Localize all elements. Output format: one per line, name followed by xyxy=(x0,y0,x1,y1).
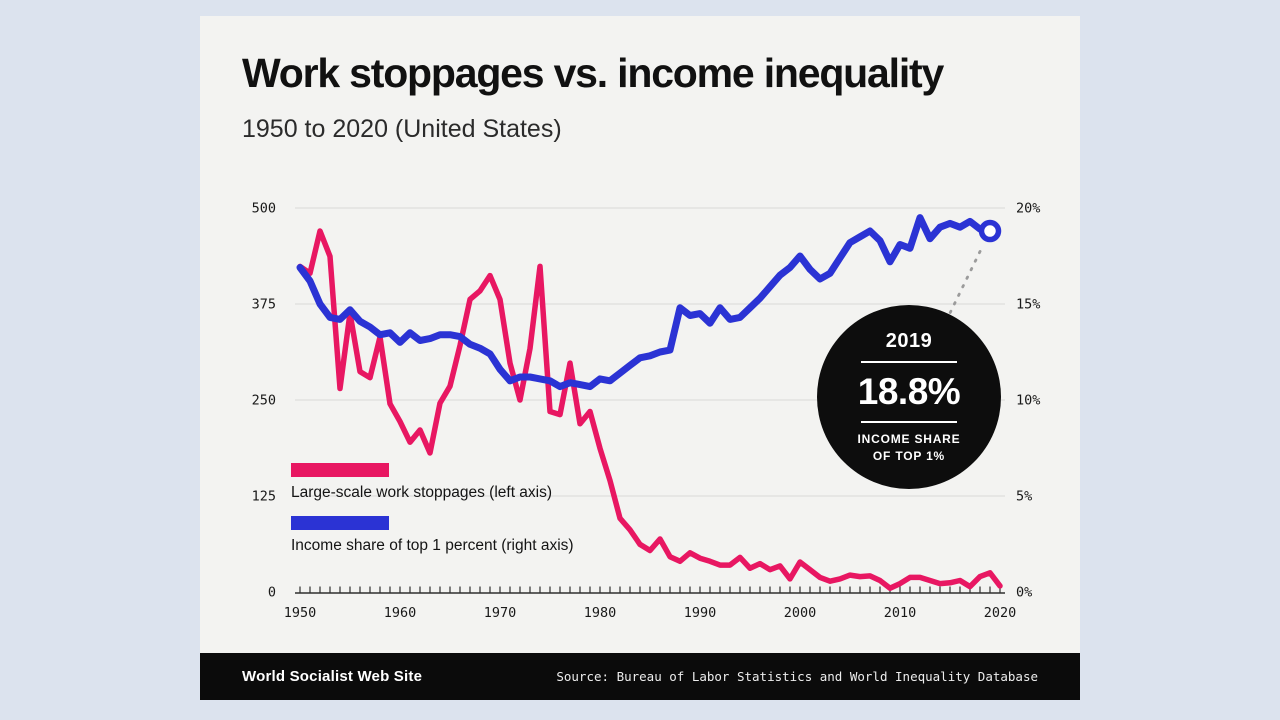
income-share-legend-label: Income share of top 1 percent (right axi… xyxy=(291,537,574,554)
left-axis-label: 125 xyxy=(252,489,276,505)
work-stoppages-line xyxy=(297,228,1003,591)
infographic-card: Work stoppages vs. income inequality 195… xyxy=(200,16,1080,700)
income-share-swatch xyxy=(291,516,389,530)
footer-bar: World Socialist Web Site Source: Bureau … xyxy=(200,653,1080,700)
work-stoppages-legend-label: Large-scale work stoppages (left axis) xyxy=(291,484,553,501)
right-axis-label: 20% xyxy=(1016,201,1040,217)
x-axis-label: 2010 xyxy=(884,605,917,621)
endpoint-marker xyxy=(978,219,1002,243)
income-share-line xyxy=(296,214,994,391)
right-axis-label: 5% xyxy=(1016,489,1032,505)
callout-caption-line1: INCOME SHARE xyxy=(857,432,961,447)
callout-divider-top xyxy=(861,361,957,364)
x-axis-label: 1990 xyxy=(684,605,717,621)
legend-item-work-stoppages: Large-scale work stoppages (left axis) xyxy=(291,463,574,502)
right-axis-label: 10% xyxy=(1016,393,1040,409)
work-stoppages-swatch xyxy=(291,463,389,477)
callout-connector-line xyxy=(948,244,985,314)
callout-caption-line2: OF TOP 1% xyxy=(872,448,946,463)
callout-bubble: 2019 18.8% INCOME SHARE OF TOP 1% xyxy=(817,305,1001,489)
chart-subtitle: 1950 to 2020 (United States) xyxy=(242,115,562,143)
callout-year: 2019 xyxy=(885,330,933,353)
chart-title: Work stoppages vs. income inequality xyxy=(242,50,944,96)
x-axis-label: 1980 xyxy=(584,605,617,621)
x-axis-label: 1960 xyxy=(384,605,417,621)
x-axis-label: 2020 xyxy=(984,605,1017,621)
left-axis-label: 0 xyxy=(268,585,276,601)
footer-source: Source: Bureau of Labor Statistics and W… xyxy=(556,669,1038,684)
chart-plot: 0 125 250 375 500 0% 5% 10% 15% 20% 1950 1960 1970 19… xyxy=(252,201,1041,622)
callout-divider-bottom xyxy=(861,421,957,424)
legend-item-income-share: Income share of top 1 percent (right axi… xyxy=(291,516,574,555)
x-axis-label: 2000 xyxy=(784,605,817,621)
x-axis-label: 1970 xyxy=(484,605,517,621)
callout-value: 18.8% xyxy=(857,371,961,413)
left-axis-label: 250 xyxy=(252,393,276,409)
callout-caption: INCOME SHARE OF TOP 1% xyxy=(858,431,961,463)
footer-brand: World Socialist Web Site xyxy=(242,668,423,685)
right-axis-label: 15% xyxy=(1016,297,1040,313)
right-axis-label: 0% xyxy=(1016,585,1032,601)
left-axis-label: 500 xyxy=(252,201,276,217)
left-axis-label: 375 xyxy=(252,297,276,313)
chart-legend: Large-scale work stoppages (left axis) I… xyxy=(291,463,574,569)
x-axis-label: 1950 xyxy=(284,605,317,621)
